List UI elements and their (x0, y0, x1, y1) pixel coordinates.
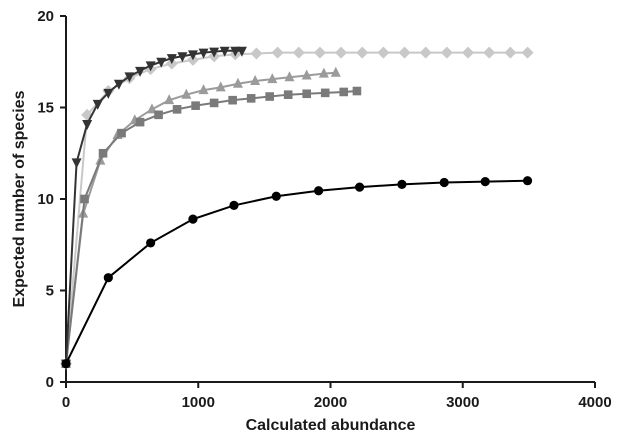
data-point-square (191, 101, 200, 110)
data-point-triangle-down (156, 57, 167, 68)
data-point-circle (103, 273, 113, 283)
data-point-diamond (271, 46, 284, 59)
series-line (65, 90, 358, 364)
data-point-square (117, 128, 126, 138)
data-point-square (302, 89, 311, 99)
data-point-diamond (377, 46, 390, 59)
data-point-triangle-up (330, 66, 341, 77)
data-point-circle (397, 179, 407, 189)
y-axis-title: Expected number of species (11, 90, 28, 307)
data-point-square (172, 105, 182, 114)
data-point-triangle-down (124, 72, 135, 83)
data-point-diamond (335, 46, 348, 59)
data-point-diamond (504, 46, 517, 59)
data-point-triangle-up (267, 73, 278, 84)
series-4 (61, 176, 533, 369)
data-point-triangle-down (177, 52, 188, 63)
data-point-triangle-up (164, 94, 175, 105)
data-point-circle (313, 186, 324, 196)
data-point-triangle-down (103, 88, 114, 99)
data-point-square (228, 95, 237, 105)
series-line (65, 51, 528, 364)
data-point-diamond (462, 46, 475, 59)
data-point-diamond (398, 46, 411, 59)
data-point-triangle-down (135, 66, 146, 77)
data-point-circle (522, 176, 533, 186)
series-line (65, 49, 242, 364)
data-point-circle (354, 182, 365, 192)
data-point-triangle-up (318, 67, 329, 78)
data-point-triangle-down (71, 158, 82, 169)
x-tick-label: 4000 (578, 394, 611, 411)
data-point-triangle-up (284, 71, 295, 82)
data-point-diamond (292, 46, 305, 59)
series-0 (61, 46, 247, 370)
data-point-circle (271, 191, 281, 201)
data-point-triangle-down (145, 61, 156, 72)
data-point-diamond (521, 46, 534, 59)
x-tick-label: 1000 (182, 394, 215, 411)
data-point-diamond (356, 46, 369, 59)
data-point-square (154, 110, 163, 120)
data-point-triangle-up (232, 77, 243, 88)
x-tick-label: 0 (62, 394, 70, 411)
data-point-square (265, 92, 274, 101)
data-point-circle (146, 238, 156, 248)
y-tick-label: 20 (37, 8, 54, 25)
data-point-square (80, 194, 89, 204)
data-point-square (283, 90, 293, 99)
data-point-triangle-up (250, 74, 261, 85)
y-tick-label: 0 (46, 374, 54, 391)
data-point-diamond (483, 46, 496, 59)
y-tick-label: 5 (46, 283, 54, 300)
data-point-triangle-down (219, 46, 230, 57)
x-tick-label: 3000 (446, 394, 479, 411)
series-line (65, 71, 336, 364)
data-point-triangle-down (92, 99, 103, 110)
data-point-diamond (250, 47, 263, 60)
data-point-diamond (313, 46, 326, 59)
data-point-circle (61, 359, 71, 369)
y-tick-label: 10 (37, 191, 54, 208)
data-point-triangle-up (198, 84, 209, 95)
data-point-square (209, 98, 219, 108)
data-point-circle (439, 177, 449, 188)
data-point-triangle-down (209, 47, 220, 58)
data-point-square (320, 88, 330, 98)
data-point-square (98, 148, 108, 158)
series-line (65, 179, 528, 365)
data-point-square (352, 86, 362, 96)
data-point-triangle-down (230, 46, 241, 57)
data-point-square (339, 87, 349, 97)
data-point-triangle-up (181, 88, 192, 99)
data-point-triangle-down (82, 119, 93, 130)
series-3 (61, 86, 362, 368)
data-point-diamond (419, 46, 432, 59)
y-tick-label: 15 (37, 100, 54, 117)
data-point-triangle-up (301, 69, 312, 80)
data-point-circle (188, 214, 198, 224)
data-point-triangle-down (187, 50, 198, 61)
data-point-triangle-down (198, 48, 209, 59)
x-tick-label: 2000 (314, 394, 347, 411)
data-point-circle (229, 200, 239, 211)
data-point-triangle-down (236, 46, 247, 57)
data-point-circle (480, 177, 490, 187)
data-point-triangle-down (166, 54, 177, 65)
data-point-square (246, 94, 256, 103)
data-point-square (135, 117, 145, 127)
data-point-diamond (440, 46, 453, 59)
data-point-triangle-down (113, 79, 124, 90)
x-axis-title: Calculated abundance (246, 417, 416, 434)
data-point-triangle-up (215, 81, 226, 92)
